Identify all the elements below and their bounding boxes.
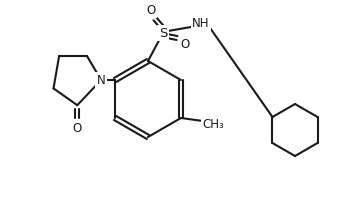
Text: CH₃: CH₃ [202, 118, 224, 131]
Text: N: N [97, 73, 105, 87]
Text: O: O [73, 122, 82, 135]
Text: NH: NH [192, 16, 210, 30]
Text: S: S [159, 27, 167, 39]
Text: O: O [180, 37, 190, 50]
Text: O: O [147, 4, 156, 16]
